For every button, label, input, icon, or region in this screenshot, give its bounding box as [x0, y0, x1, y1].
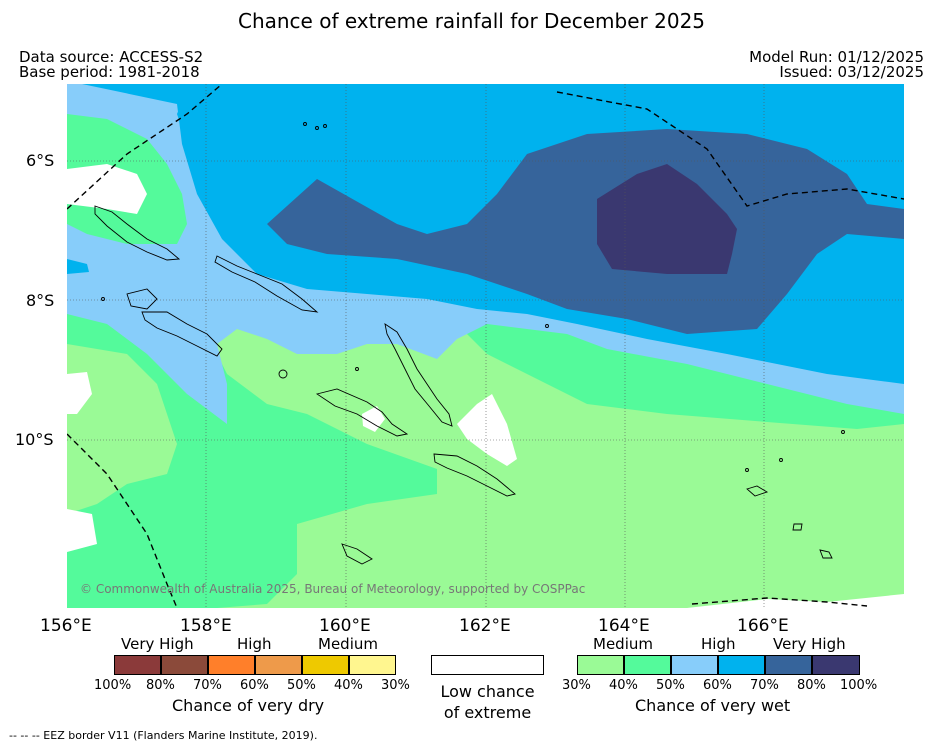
lat-label-10s: 10°S: [15, 430, 54, 449]
lon-label-156e: 156°E: [40, 616, 92, 636]
dry-legend-label: Chance of very dry: [172, 696, 325, 715]
wet-tick: 50%: [656, 678, 685, 693]
dry-cat-high: High: [237, 635, 272, 653]
lat-label-6s: 6°S: [26, 151, 55, 170]
dry-swatch-1: [114, 655, 161, 675]
dry-swatch-4: [255, 655, 302, 675]
wet-cat-high: High: [701, 635, 736, 653]
wet-swatch-1: [577, 655, 624, 675]
dry-tick: 70%: [193, 678, 222, 693]
zone-low-sw: [67, 372, 92, 414]
rainfall-map[interactable]: © Commonwealth of Australia 2025, Bureau…: [67, 84, 904, 608]
wet-swatch-5: [765, 655, 812, 675]
dry-swatch-3: [208, 655, 255, 675]
data-source: Data source: ACCESS-S2: [19, 48, 204, 66]
zone-low-se: [687, 594, 904, 608]
wet-swatch-3: [671, 655, 718, 675]
lat-label-8s: 8°S: [26, 291, 55, 310]
dry-swatch-2: [161, 655, 208, 675]
zone-low-center: [457, 394, 517, 466]
lon-label-162e: 162°E: [459, 616, 511, 636]
wet-legend-label: Chance of very wet: [635, 696, 791, 715]
dry-cat-very-high: Very High: [121, 635, 194, 653]
copyright-notice: © Commonwealth of Australia 2025, Bureau…: [80, 582, 586, 596]
base-period: Base period: 1981-2018: [19, 63, 200, 81]
island-outlines: [94, 122, 845, 565]
lon-label-158e: 158°E: [180, 616, 232, 636]
zone-60pct-west: [67, 259, 89, 274]
wet-tick: 70%: [750, 678, 779, 693]
dry-cat-medium: Medium: [318, 635, 378, 653]
wet-swatch-2: [624, 655, 671, 675]
lon-label-166e: 166°E: [737, 616, 789, 636]
lon-label-164e: 164°E: [598, 616, 650, 636]
dry-swatch-5: [302, 655, 349, 675]
zone-low-nw: [67, 164, 147, 214]
zone-low-island: [362, 406, 385, 432]
wet-cat-medium: Medium: [593, 635, 653, 653]
dry-tick: 60%: [240, 678, 269, 693]
eez-borders: [67, 84, 904, 608]
wet-swatch-4: [718, 655, 765, 675]
zone-80pct-wet: [597, 164, 737, 274]
lon-label-160e: 160°E: [319, 616, 371, 636]
zone-medium-wet-south: [67, 344, 177, 514]
wet-tick: 40%: [609, 678, 638, 693]
issued-date: Issued: 03/12/2025: [779, 63, 924, 81]
wet-cat-very-high: Very High: [773, 635, 846, 653]
dry-tick: 80%: [146, 678, 175, 693]
dry-swatch-6: [349, 655, 396, 675]
model-run: Model Run: 01/12/2025: [749, 48, 924, 66]
map-title: Chance of extreme rainfall for December …: [237, 9, 706, 33]
low-chance-swatch: [431, 655, 544, 675]
dry-tick: 40%: [334, 678, 363, 693]
zone-70pct-wet: [267, 129, 904, 334]
wet-tick: 30%: [562, 678, 591, 693]
low-chance-label-1: Low chance: [440, 682, 535, 701]
graticule: [67, 84, 904, 608]
low-chance-label-2: of extreme: [443, 703, 532, 722]
wet-swatch-6: [812, 655, 860, 675]
dry-tick: 100%: [94, 678, 132, 693]
eez-border-note: -- -- -- EEZ border V11 (Flanders Marine…: [9, 729, 318, 742]
dry-tick: 50%: [287, 678, 316, 693]
dry-tick: 30%: [381, 678, 410, 693]
wet-tick: 60%: [703, 678, 732, 693]
map-canvas: [67, 84, 904, 608]
wet-tick: 100%: [840, 678, 878, 693]
zone-low-west2: [67, 509, 97, 552]
wet-tick: 80%: [797, 678, 826, 693]
